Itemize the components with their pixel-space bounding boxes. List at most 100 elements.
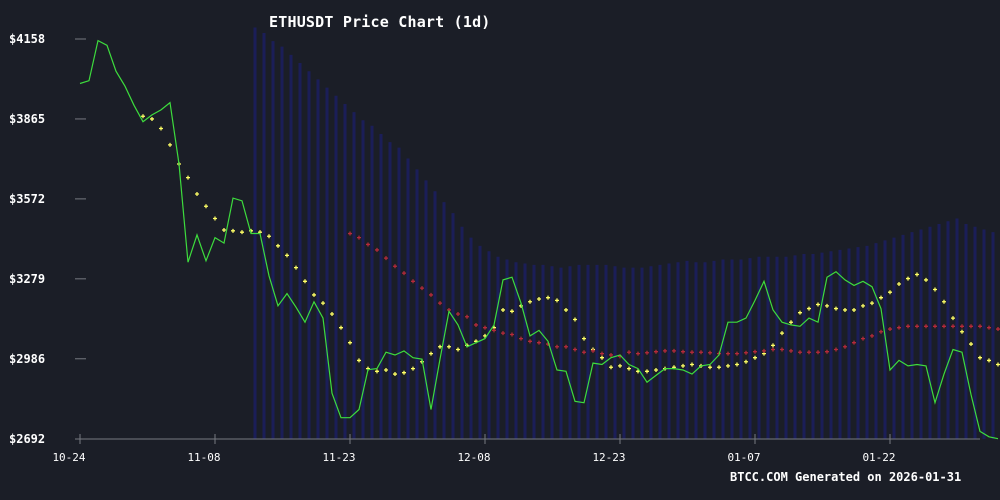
ma-marker xyxy=(915,272,919,277)
ma-marker xyxy=(744,350,748,355)
generated-footer: BTCC.COM Generated on 2026-01-31 xyxy=(730,470,962,484)
ma-marker xyxy=(933,324,937,329)
ma-marker xyxy=(546,295,550,300)
ma-marker xyxy=(861,303,865,308)
ma-marker xyxy=(951,324,955,329)
y-tick-label: $4158 xyxy=(9,32,46,46)
ma-marker xyxy=(924,324,928,329)
ma-marker xyxy=(690,362,694,367)
ma-marker xyxy=(627,350,631,355)
ma-marker xyxy=(321,301,325,306)
y-tick-label: $3572 xyxy=(9,192,46,206)
ma-marker xyxy=(168,142,172,147)
ma-marker xyxy=(870,301,874,306)
ma-marker xyxy=(744,359,748,364)
ma-marker xyxy=(357,235,361,240)
ma-marker xyxy=(924,277,928,282)
ma-marker xyxy=(555,298,559,303)
ma-marker xyxy=(951,316,955,321)
ma-marker xyxy=(636,351,640,356)
ma-marker xyxy=(915,324,919,329)
ma-marker xyxy=(618,363,622,368)
ma-marker xyxy=(987,325,991,330)
ma-marker xyxy=(186,175,190,180)
ma-marker xyxy=(789,348,793,353)
ma-marker xyxy=(195,191,199,196)
ma-marker xyxy=(681,349,685,354)
x-tick-label: 11-23 xyxy=(322,451,356,464)
ma-marker xyxy=(897,325,901,330)
ma-marker xyxy=(528,339,532,344)
ma-marker xyxy=(735,362,739,367)
ma-marker xyxy=(672,348,676,353)
ma-marker xyxy=(564,344,568,349)
ma-marker xyxy=(645,369,649,374)
ma-marker xyxy=(798,350,802,355)
price-line xyxy=(79,39,999,440)
ma-marker xyxy=(357,358,361,363)
ma-marker xyxy=(411,366,415,371)
ma-marker xyxy=(816,302,820,307)
ma-marker xyxy=(969,342,973,347)
x-tick-label: 11-08 xyxy=(187,451,221,464)
ma-marker xyxy=(465,314,469,319)
ma-marker xyxy=(708,350,712,355)
ma-marker xyxy=(501,307,505,312)
ma-marker xyxy=(348,231,352,236)
chart-title: ETHUSDT Price Chart (1d) xyxy=(269,13,491,31)
ma-marker xyxy=(438,344,442,349)
ma-marker xyxy=(897,282,901,287)
y-tick-label: $3279 xyxy=(9,272,46,286)
ma-marker xyxy=(834,347,838,352)
ma-marker xyxy=(807,306,811,311)
ma-marker xyxy=(483,325,487,330)
ma-marker xyxy=(771,347,775,352)
ma-marker xyxy=(753,349,757,354)
ma-marker xyxy=(366,242,370,247)
ma-marker xyxy=(519,336,523,341)
x-tick-label: 01-07 xyxy=(727,451,761,464)
ma-marker xyxy=(717,365,721,370)
ma-marker xyxy=(888,327,892,332)
ma-marker xyxy=(816,350,820,355)
ma-marker xyxy=(510,309,514,314)
ma-marker xyxy=(393,264,397,269)
ma-marker xyxy=(753,355,757,360)
ma-marker xyxy=(960,329,964,334)
ma-marker xyxy=(942,324,946,329)
ma-marker xyxy=(888,290,892,295)
ma-marker xyxy=(807,350,811,355)
ma-marker xyxy=(402,370,406,375)
ma-marker xyxy=(384,367,388,372)
ma-marker xyxy=(906,276,910,281)
ma-marker xyxy=(960,324,964,329)
ma-marker xyxy=(231,228,235,233)
ma-marker xyxy=(303,279,307,284)
ma-marker xyxy=(708,365,712,370)
ma-marker xyxy=(681,363,685,368)
ma-marker xyxy=(312,292,316,297)
ma-marker xyxy=(906,324,910,329)
ma-marker xyxy=(528,299,532,304)
ma-marker xyxy=(501,331,505,336)
ma-marker xyxy=(996,362,1000,367)
ma-marker xyxy=(969,324,973,329)
ma-marker xyxy=(942,299,946,304)
y-tick-label: $2692 xyxy=(9,432,46,446)
ma-marker xyxy=(159,126,163,131)
ma-marker xyxy=(420,286,424,291)
ma-marker xyxy=(330,312,334,317)
ma-marker xyxy=(456,347,460,352)
ma-marker xyxy=(447,344,451,349)
ma-marker xyxy=(933,287,937,292)
ma-marker xyxy=(690,350,694,355)
ma-marker xyxy=(843,307,847,312)
ma-marker xyxy=(780,331,784,336)
ma-marker xyxy=(771,343,775,348)
ma-marker xyxy=(843,344,847,349)
ma-marker xyxy=(141,114,145,119)
ma-marker xyxy=(537,340,541,345)
ma-marker xyxy=(780,347,784,352)
ma-marker xyxy=(879,295,883,300)
